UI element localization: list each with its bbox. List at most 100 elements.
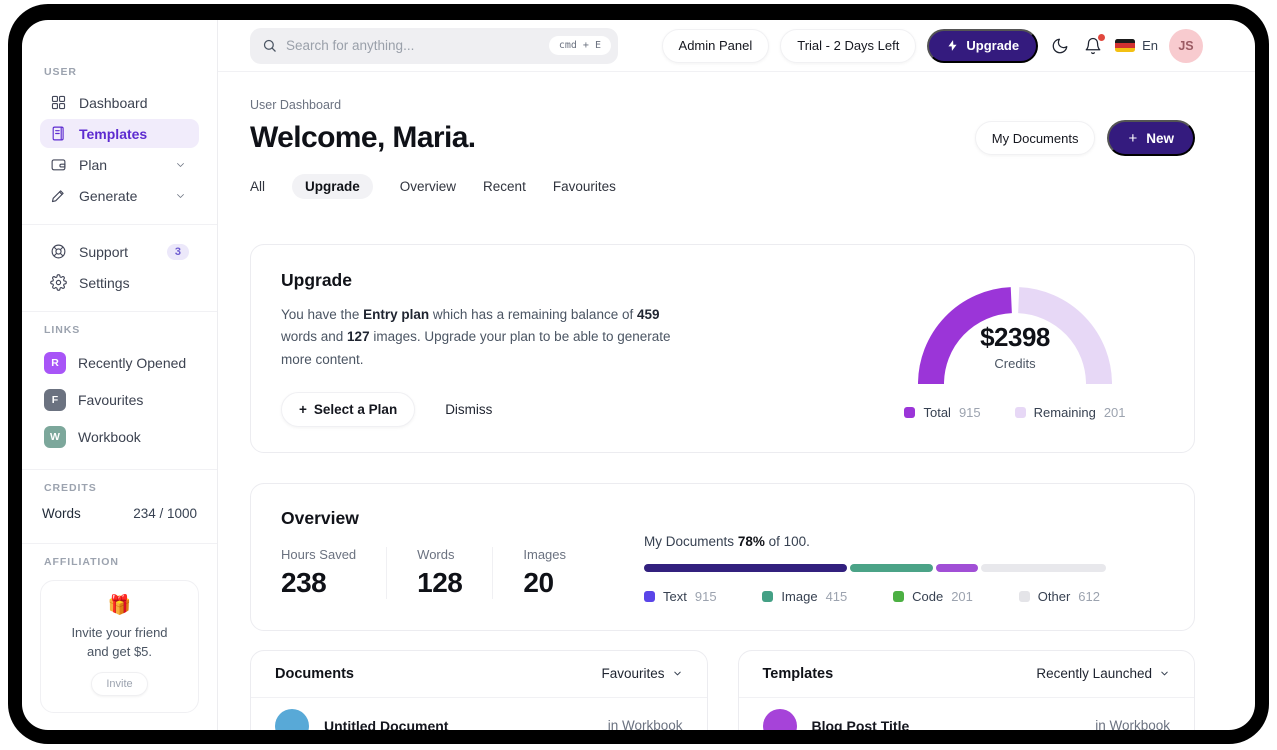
tab-overview[interactable]: Overview bbox=[399, 178, 457, 194]
tab-recent[interactable]: Recent bbox=[483, 178, 526, 194]
new-button[interactable]: + New bbox=[1107, 120, 1195, 156]
user-avatar[interactable]: JS bbox=[1169, 28, 1203, 63]
stats-row: Hours Saved 238 Words 128 Images 20 bbox=[281, 546, 596, 599]
search-input[interactable]: Search for anything... cmd + E bbox=[250, 27, 618, 64]
sidebar-item-settings[interactable]: Settings bbox=[40, 268, 199, 297]
trial-status-button[interactable]: Trial - 2 Days Left bbox=[780, 28, 917, 63]
bar-segment-text bbox=[644, 563, 848, 572]
template-location: in Workbook bbox=[1095, 718, 1170, 730]
stat-label: Images bbox=[523, 546, 567, 562]
upgrade-button[interactable]: Upgrade bbox=[927, 28, 1039, 63]
overview-stats-block: Overview Hours Saved 238 Words 128 bbox=[281, 508, 596, 604]
sidebar-item-label: Templates bbox=[79, 125, 148, 142]
sidebar-item-label: Generate bbox=[79, 187, 138, 204]
support-count-badge: 3 bbox=[166, 243, 189, 260]
template-name: Blog Post Title bbox=[811, 717, 910, 730]
topbar: Search for anything... cmd + E Admin Pan… bbox=[218, 20, 1255, 72]
gauge-center: $2398 Credits bbox=[895, 322, 1135, 371]
sidebar-divider bbox=[22, 224, 217, 225]
credits-row: Words 234 / 1000 bbox=[42, 506, 197, 521]
link-initial-badge: F bbox=[44, 389, 66, 411]
language-label: En bbox=[1142, 38, 1158, 53]
notification-dot bbox=[1098, 33, 1106, 41]
credits-label: Words bbox=[42, 506, 81, 521]
window-frame: USER Dashboard Templates Plan Generate bbox=[8, 4, 1269, 744]
legend-code: Code 201 bbox=[893, 589, 973, 604]
legend-value: 415 bbox=[825, 588, 848, 604]
overview-card: Overview Hours Saved 238 Words 128 bbox=[250, 482, 1195, 631]
upgrade-button-label: Upgrade bbox=[966, 38, 1020, 53]
document-avatar bbox=[275, 708, 309, 730]
sidebar-item-dashboard[interactable]: Dashboard bbox=[40, 88, 199, 117]
journal-icon bbox=[52, 126, 64, 141]
language-selector[interactable]: En bbox=[1115, 38, 1158, 53]
sidebar-item-support[interactable]: Support 3 bbox=[40, 237, 199, 266]
main-area: Search for anything... cmd + E Admin Pan… bbox=[218, 20, 1255, 730]
lifebuoy-icon bbox=[51, 244, 66, 259]
legend-label: Code bbox=[912, 588, 944, 604]
documents-card-title: Documents bbox=[275, 665, 354, 682]
wallet-icon bbox=[51, 159, 66, 171]
bar-segment-code bbox=[936, 563, 979, 572]
template-row[interactable]: Blog Post Title in Workbook bbox=[739, 698, 1195, 730]
templates-filter-dropdown[interactable]: Recently Launched bbox=[1036, 666, 1170, 681]
legend-value: 612 bbox=[1078, 588, 1100, 604]
templates-card: Templates Recently Launched Blog Post Ti… bbox=[737, 649, 1195, 730]
gear-icon bbox=[50, 274, 67, 291]
sidebar-item-label: Settings bbox=[79, 274, 130, 291]
gauge-chart: $2398 Credits bbox=[895, 270, 1135, 393]
stat-label: Hours Saved bbox=[281, 546, 357, 562]
legend-label: Text bbox=[663, 588, 687, 604]
sidebar-divider bbox=[22, 543, 217, 544]
gauge-value: $2398 bbox=[980, 322, 1050, 352]
stat-hours-saved: Hours Saved 238 bbox=[281, 547, 386, 599]
legend-value: 201 bbox=[951, 588, 973, 604]
sidebar-link-recently-opened[interactable]: R Recently Opened bbox=[40, 346, 199, 380]
credits-gauge: $2398 Credits Total 915 bbox=[890, 270, 1140, 427]
admin-panel-button[interactable]: Admin Panel bbox=[661, 28, 770, 63]
sidebar-section-links: LINKS bbox=[44, 324, 81, 336]
overview-card-title: Overview bbox=[281, 507, 359, 528]
sidebar-link-label: Recently Opened bbox=[78, 355, 187, 371]
upgrade-card: Upgrade You have the Entry plan which ha… bbox=[250, 244, 1195, 453]
tab-favourites[interactable]: Favourites bbox=[552, 178, 616, 194]
invite-button[interactable]: Invite bbox=[91, 672, 148, 697]
breadcrumb: User Dashboard bbox=[250, 98, 342, 112]
legend-total: Total 915 bbox=[904, 405, 981, 420]
sidebar-item-templates[interactable]: Templates bbox=[40, 119, 199, 148]
sidebar-item-generate[interactable]: Generate bbox=[40, 181, 199, 210]
sidebar-link-workbook[interactable]: W Workbook bbox=[40, 420, 199, 454]
page-content: User Dashboard Welcome, Maria. My Docume… bbox=[218, 72, 1255, 730]
document-row[interactable]: Untitled Document in Workbook bbox=[251, 698, 707, 730]
header-actions: My Documents + New bbox=[974, 120, 1195, 156]
chevron-down-icon bbox=[1161, 671, 1168, 676]
sidebar-link-label: Workbook bbox=[78, 429, 141, 445]
chevron-down-icon bbox=[177, 162, 184, 167]
moon-icon bbox=[1052, 38, 1068, 53]
sidebar-link-favourites[interactable]: F Favourites bbox=[40, 383, 199, 417]
dark-mode-toggle[interactable] bbox=[1049, 35, 1071, 57]
select-plan-button[interactable]: + Select a Plan bbox=[281, 391, 416, 427]
notifications-button[interactable] bbox=[1082, 33, 1106, 57]
affiliation-text: Invite your friend and get $5. bbox=[51, 624, 188, 662]
dismiss-button[interactable]: Dismiss bbox=[445, 401, 493, 417]
legend-other: Other 612 bbox=[1018, 588, 1100, 604]
documents-filter-dropdown[interactable]: Favourites bbox=[601, 666, 682, 681]
my-documents-button[interactable]: My Documents bbox=[974, 121, 1096, 155]
sidebar-divider bbox=[22, 311, 217, 312]
page-title: Welcome, Maria. bbox=[250, 121, 476, 154]
sidebar-divider bbox=[22, 469, 217, 470]
stacked-bar-chart bbox=[644, 563, 1107, 572]
tab-all[interactable]: All bbox=[250, 178, 266, 194]
documents-progress: My Documents 78% of 100. Text bbox=[644, 534, 1107, 604]
templates-card-title: Templates bbox=[762, 665, 834, 682]
app-window: USER Dashboard Templates Plan Generate bbox=[22, 20, 1255, 730]
tab-upgrade[interactable]: Upgrade bbox=[292, 173, 373, 199]
documents-filter-label: Favourites bbox=[601, 666, 665, 682]
legend-label: Image bbox=[781, 588, 818, 604]
affiliation-card: 🎁 Invite your friend and get $5. Invite bbox=[40, 580, 199, 714]
template-avatar bbox=[762, 708, 797, 730]
link-initial-badge: R bbox=[44, 352, 66, 374]
sidebar-item-plan[interactable]: Plan bbox=[40, 150, 199, 179]
sidebar-link-label: Favourites bbox=[78, 392, 144, 408]
